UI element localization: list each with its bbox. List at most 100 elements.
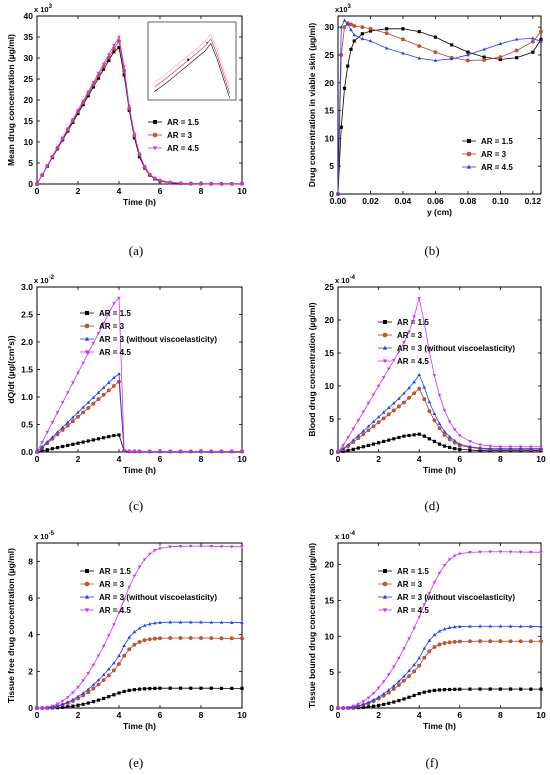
data-point-triangle-up bbox=[101, 672, 106, 677]
data-point-square bbox=[153, 120, 157, 124]
data-point-triangle-down bbox=[71, 691, 75, 695]
inset-series-line bbox=[154, 42, 230, 99]
data-point-triangle-up bbox=[498, 624, 503, 628]
y-tick-label: 8 bbox=[28, 556, 33, 566]
data-point-triangle-down bbox=[397, 350, 401, 354]
data-point-square bbox=[360, 32, 364, 36]
data-point-triangle-down bbox=[376, 384, 381, 388]
data-point-triangle-up bbox=[351, 438, 355, 442]
data-point-square bbox=[498, 57, 502, 61]
data-point-triangle-down bbox=[76, 371, 80, 375]
data-point-circle bbox=[229, 636, 234, 641]
data-point-triangle-up bbox=[382, 594, 388, 599]
data-point-triangle-up bbox=[112, 661, 116, 665]
data-point-circle bbox=[349, 22, 353, 27]
data-point-square bbox=[346, 448, 350, 452]
data-point-circle bbox=[199, 636, 203, 640]
data-point-square bbox=[178, 686, 183, 690]
data-point-square bbox=[453, 687, 457, 691]
data-point-triangle-down bbox=[40, 706, 44, 710]
data-point-circle bbox=[437, 426, 442, 431]
y-tick-label: 10 bbox=[325, 133, 335, 143]
data-point-triangle-down bbox=[361, 700, 366, 704]
data-point-circle bbox=[452, 639, 457, 644]
data-point-triangle-down bbox=[346, 706, 350, 710]
data-point-triangle-down bbox=[65, 127, 70, 131]
data-point-square bbox=[392, 437, 396, 441]
data-point-triangle-down bbox=[132, 574, 137, 578]
legend-label: AR = 1.5 bbox=[167, 118, 199, 127]
data-point-triangle-down bbox=[142, 558, 147, 562]
data-point-triangle-up bbox=[91, 395, 96, 399]
axis-multiplier-label: x 10-2 bbox=[34, 275, 55, 285]
y-tick-label: 15 bbox=[24, 116, 34, 126]
data-point-triangle-down bbox=[117, 35, 121, 39]
data-point-triangle-up bbox=[382, 345, 388, 350]
data-point-triangle-up bbox=[508, 624, 513, 628]
series-d-2 bbox=[336, 372, 543, 454]
data-point-triangle-down bbox=[101, 62, 106, 66]
y-tick-label: 0.0 bbox=[21, 447, 33, 457]
data-point-triangle-down bbox=[397, 656, 401, 660]
y-tick-label: 25 bbox=[24, 74, 34, 84]
data-point-triangle-down bbox=[422, 603, 427, 607]
x-tick-label: 8 bbox=[498, 710, 503, 720]
data-point-circle bbox=[391, 408, 396, 413]
panel-caption: (d) bbox=[424, 498, 439, 513]
data-point-square bbox=[529, 687, 533, 691]
data-point-triangle-down bbox=[447, 558, 452, 562]
data-point-circle bbox=[498, 639, 503, 644]
data-point-square bbox=[137, 155, 142, 159]
data-point-triangle-down bbox=[341, 444, 345, 448]
multiplier-exponent: 3 bbox=[49, 4, 53, 10]
x-tick-label: 8 bbox=[199, 710, 204, 720]
data-point-triangle-down bbox=[60, 699, 65, 703]
x-tick-label: 0.04 bbox=[395, 196, 412, 206]
inset-zoom bbox=[147, 21, 237, 101]
data-point-triangle-down bbox=[209, 182, 214, 186]
data-point-triangle-up bbox=[368, 39, 373, 43]
data-point-triangle-down bbox=[240, 545, 244, 549]
data-point-triangle-up bbox=[336, 192, 340, 196]
data-point-triangle-up bbox=[371, 419, 376, 423]
data-point-circle bbox=[396, 683, 401, 687]
data-point-triangle-up bbox=[488, 446, 493, 450]
data-point-circle bbox=[65, 423, 70, 428]
series-line bbox=[337, 373, 541, 453]
data-point-triangle-down bbox=[65, 696, 70, 700]
data-point-circle bbox=[342, 25, 347, 30]
data-point-circle bbox=[417, 663, 422, 668]
legend-label: AR = 3 (without viscoelasticity) bbox=[397, 593, 515, 602]
multiplier-exponent: 3 bbox=[348, 4, 352, 10]
data-point-triangle-down bbox=[188, 182, 193, 186]
data-point-triangle-up bbox=[417, 656, 421, 660]
data-point-square bbox=[112, 693, 116, 697]
axis-multiplier-label: x 10-4 bbox=[335, 275, 356, 285]
y-axis-label: Blood drug concentration (µg/ml) bbox=[307, 302, 317, 436]
data-point-circle bbox=[412, 669, 417, 674]
data-point-circle bbox=[84, 323, 90, 329]
data-point-circle bbox=[132, 642, 137, 647]
data-point-circle bbox=[122, 653, 127, 658]
data-point-triangle-up bbox=[361, 702, 366, 706]
x-tick-label: 6 bbox=[158, 454, 163, 464]
data-point-triangle-up bbox=[432, 632, 437, 637]
data-point-triangle-down bbox=[112, 302, 116, 306]
data-point-triangle-down bbox=[529, 550, 533, 555]
data-point-triangle-down bbox=[71, 381, 75, 385]
data-point-circle bbox=[437, 642, 442, 647]
y-tick-label: 10 bbox=[24, 137, 34, 147]
data-point-triangle-down bbox=[137, 152, 142, 156]
legend: AR = 1.5 AR = 3 AR = 3 (without viscoelast… bbox=[378, 567, 515, 615]
data-point-triangle-up bbox=[468, 444, 472, 448]
data-point-circle bbox=[468, 639, 472, 644]
data-point-square bbox=[86, 701, 90, 705]
data-point-triangle-up bbox=[76, 410, 80, 414]
data-point-circle bbox=[339, 53, 344, 57]
data-point-triangle-up bbox=[392, 401, 396, 405]
data-point-square bbox=[351, 447, 355, 451]
data-point-triangle-down bbox=[366, 696, 371, 700]
data-point-triangle-up bbox=[91, 682, 96, 687]
data-point-square bbox=[102, 696, 106, 701]
data-point-circle bbox=[81, 410, 86, 415]
